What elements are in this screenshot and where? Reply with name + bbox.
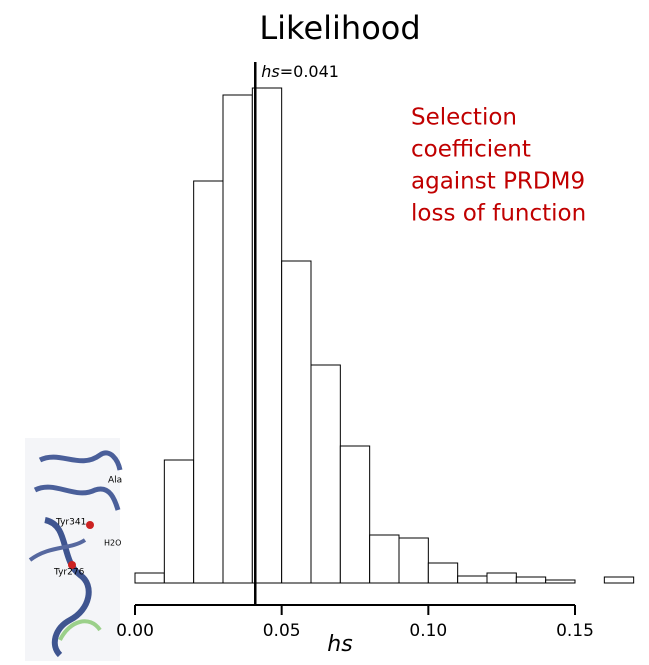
bar	[515, 576, 547, 584]
bar	[222, 94, 253, 584]
bar	[339, 445, 371, 584]
annotation-line: against PRDM9	[411, 169, 585, 195]
marker-label-var: hs	[261, 62, 279, 81]
bar	[310, 364, 341, 584]
inset-label: Tyr276	[53, 568, 85, 578]
marker-label-value: =0.041	[280, 62, 339, 81]
x-tick-label: 0.00	[116, 621, 154, 641]
bar	[193, 180, 224, 584]
bar	[134, 572, 165, 584]
marker-label: hs=0.041	[261, 62, 339, 81]
bar	[603, 576, 635, 584]
inset-label: Ala	[108, 476, 122, 486]
chart-title: Likelihood	[259, 9, 420, 47]
x-tick-label: 0.05	[263, 621, 301, 641]
bar	[281, 260, 312, 584]
bar	[369, 534, 400, 584]
inset-image: Ala Tyr341 H2O Tyr276	[25, 438, 123, 661]
bar	[163, 459, 195, 584]
x-axis-label: hs	[327, 632, 352, 657]
x-tick-label: 0.10	[409, 621, 447, 641]
annotation-line: coefficient	[411, 137, 531, 163]
bar	[251, 87, 283, 584]
x-tick-label: 0.15	[556, 621, 594, 641]
bar	[545, 579, 576, 584]
inset-label: H2O	[104, 539, 121, 548]
bar	[457, 575, 488, 584]
annotation-line: loss of function	[411, 201, 586, 227]
bar	[398, 537, 429, 584]
bar	[427, 562, 459, 584]
annotation-line: Selection	[411, 105, 517, 131]
bar	[486, 572, 517, 584]
inset-label: Tyr341	[55, 518, 86, 528]
